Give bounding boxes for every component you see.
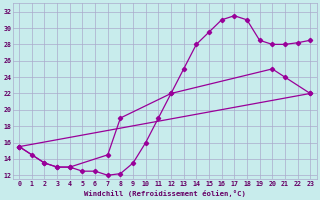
X-axis label: Windchill (Refroidissement éolien,°C): Windchill (Refroidissement éolien,°C) — [84, 190, 246, 197]
